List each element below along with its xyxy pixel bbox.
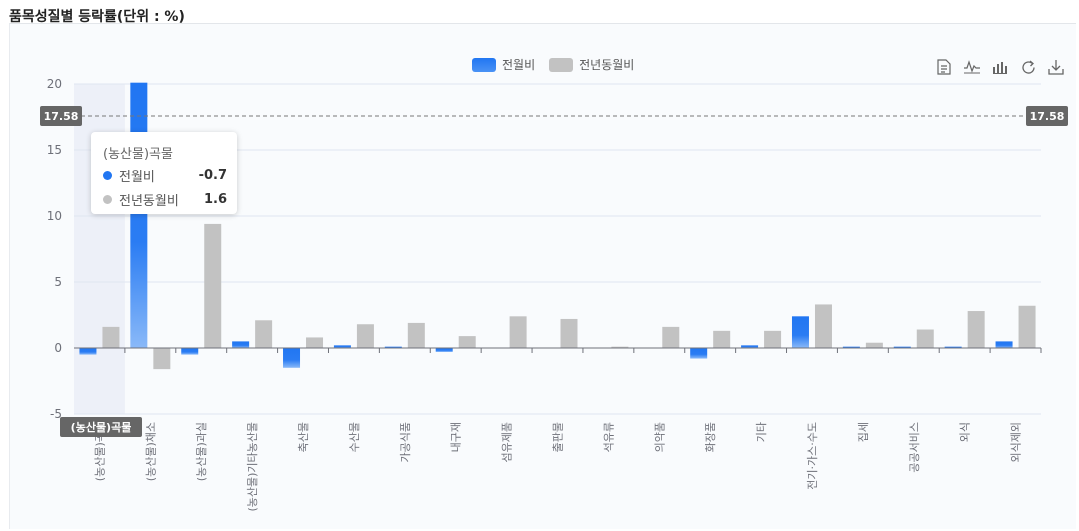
restore-icon[interactable] bbox=[1019, 58, 1037, 76]
chart-panel bbox=[9, 23, 1076, 529]
x-tick-label: 전기·가스·수도 bbox=[806, 422, 819, 490]
bar-chart-icon[interactable] bbox=[991, 58, 1009, 76]
legend-swatch-mom bbox=[472, 57, 496, 72]
bar-mom bbox=[741, 345, 759, 348]
bar-yoy bbox=[916, 329, 934, 348]
bar-mom bbox=[893, 346, 911, 348]
x-tick-label: 축산물 bbox=[297, 422, 310, 452]
bar-mom bbox=[944, 346, 962, 348]
legend-label-yoy: 전년동월비 bbox=[579, 58, 635, 72]
y-tick-label: 15 bbox=[47, 143, 62, 157]
bar-yoy bbox=[865, 342, 883, 348]
y-tick-label: 20 bbox=[47, 77, 62, 91]
bar-yoy bbox=[509, 316, 527, 348]
bar-mom bbox=[791, 316, 809, 348]
y-tick-label: 0 bbox=[54, 341, 62, 355]
bar-yoy bbox=[255, 320, 273, 348]
axis-pointer-xlabel: (농산물)곡물 bbox=[71, 420, 132, 434]
bar-mom bbox=[283, 348, 301, 368]
bar-yoy bbox=[713, 330, 731, 348]
legend: 전월비 전년동월비 bbox=[472, 56, 634, 73]
data-view-icon[interactable] bbox=[935, 58, 953, 76]
bar-mom bbox=[232, 341, 250, 348]
axis-pointer-label-right-bg bbox=[1026, 105, 1068, 126]
bar-mom bbox=[130, 82, 148, 349]
x-tick-label: 석유류 bbox=[602, 422, 615, 452]
legend-item-mom[interactable]: 전월비 bbox=[472, 56, 535, 73]
axis-pointer-xlabel-bg bbox=[60, 417, 142, 437]
bar-yoy bbox=[967, 311, 985, 348]
tooltip-value-yoy: 1.6 bbox=[203, 192, 227, 207]
x-tick-label: 수산물 bbox=[348, 422, 361, 452]
bar-yoy bbox=[1018, 305, 1036, 348]
tooltip-row-yoy: 전년동월비 1.6 bbox=[103, 190, 227, 209]
bar-yoy bbox=[102, 326, 120, 348]
bar-yoy bbox=[356, 324, 374, 348]
bar-yoy bbox=[560, 318, 578, 348]
line-chart-icon[interactable] bbox=[963, 58, 981, 76]
x-tick-label: 섬유제품 bbox=[501, 422, 514, 462]
bar-mom bbox=[333, 345, 351, 348]
tooltip-row-mom: 전월비 -0.7 bbox=[103, 166, 227, 185]
bar-mom bbox=[995, 341, 1013, 348]
chart-toolbar bbox=[935, 58, 1065, 76]
x-tick-label: (농산물)기타농산물 bbox=[246, 422, 259, 512]
legend-label-mom: 전월비 bbox=[502, 58, 536, 72]
tooltip-title: (농산물)곡물 bbox=[103, 147, 173, 162]
y-tick-label: 10 bbox=[47, 209, 62, 223]
x-tick-label: 외식제외 bbox=[1010, 422, 1023, 462]
x-tick-label: 공공서비스 bbox=[908, 422, 921, 473]
x-tick-label: 내구재 bbox=[450, 422, 463, 452]
bar-mom bbox=[690, 348, 708, 359]
bar-yoy bbox=[814, 304, 832, 348]
x-tick-label: 의약품 bbox=[652, 422, 666, 452]
tooltip-name-mom: 전월비 bbox=[119, 170, 155, 185]
tooltip-value-mom: -0.7 bbox=[198, 168, 227, 183]
bar-yoy bbox=[764, 330, 782, 348]
axis-pointer-label-left: 17.58 bbox=[44, 110, 79, 123]
bar-yoy bbox=[611, 346, 629, 348]
legend-item-yoy[interactable]: 전년동월비 bbox=[549, 56, 634, 73]
x-tick-label: 화장품 bbox=[704, 422, 717, 452]
x-tick-label: 외식 bbox=[959, 422, 972, 442]
x-tick-label: 집세 bbox=[857, 422, 870, 442]
x-tick-label: 기타 bbox=[755, 422, 768, 442]
y-tick-label: -5 bbox=[50, 407, 62, 421]
bar-yoy bbox=[306, 337, 324, 348]
tooltip-dot-yoy bbox=[103, 195, 112, 204]
x-tick-label: (농산물)채소 bbox=[144, 422, 157, 481]
bar-yoy bbox=[662, 326, 680, 348]
bar-mom bbox=[842, 346, 860, 348]
bar-yoy bbox=[204, 223, 222, 348]
axis-pointer-label-right: 17.58 bbox=[1030, 110, 1065, 123]
chart-title: 품목성질별 등락률(단위 : %) bbox=[9, 9, 185, 25]
bar-mom bbox=[181, 348, 199, 355]
bar-mom bbox=[384, 346, 402, 348]
x-tick-label: 출판물 bbox=[552, 422, 565, 452]
x-tick-label: 가공식품 bbox=[399, 422, 412, 462]
x-tick-label: (농산물)과실 bbox=[195, 422, 208, 481]
bar-mom bbox=[435, 348, 453, 352]
bar-mom bbox=[79, 348, 97, 355]
download-icon[interactable] bbox=[1047, 58, 1065, 76]
tooltip-dot-mom bbox=[103, 171, 112, 180]
tooltip-name-yoy: 전년동월비 bbox=[119, 194, 179, 209]
bar-yoy bbox=[458, 336, 476, 348]
legend-swatch-yoy bbox=[549, 57, 574, 72]
bar-yoy bbox=[153, 348, 171, 370]
bar-yoy bbox=[407, 322, 425, 348]
axis-pointer-label-left-bg bbox=[40, 105, 82, 126]
tooltip: (농산물)곡물 전월비 -0.7 전년동월비 1.6 bbox=[91, 132, 237, 214]
y-tick-label: 5 bbox=[54, 275, 62, 289]
